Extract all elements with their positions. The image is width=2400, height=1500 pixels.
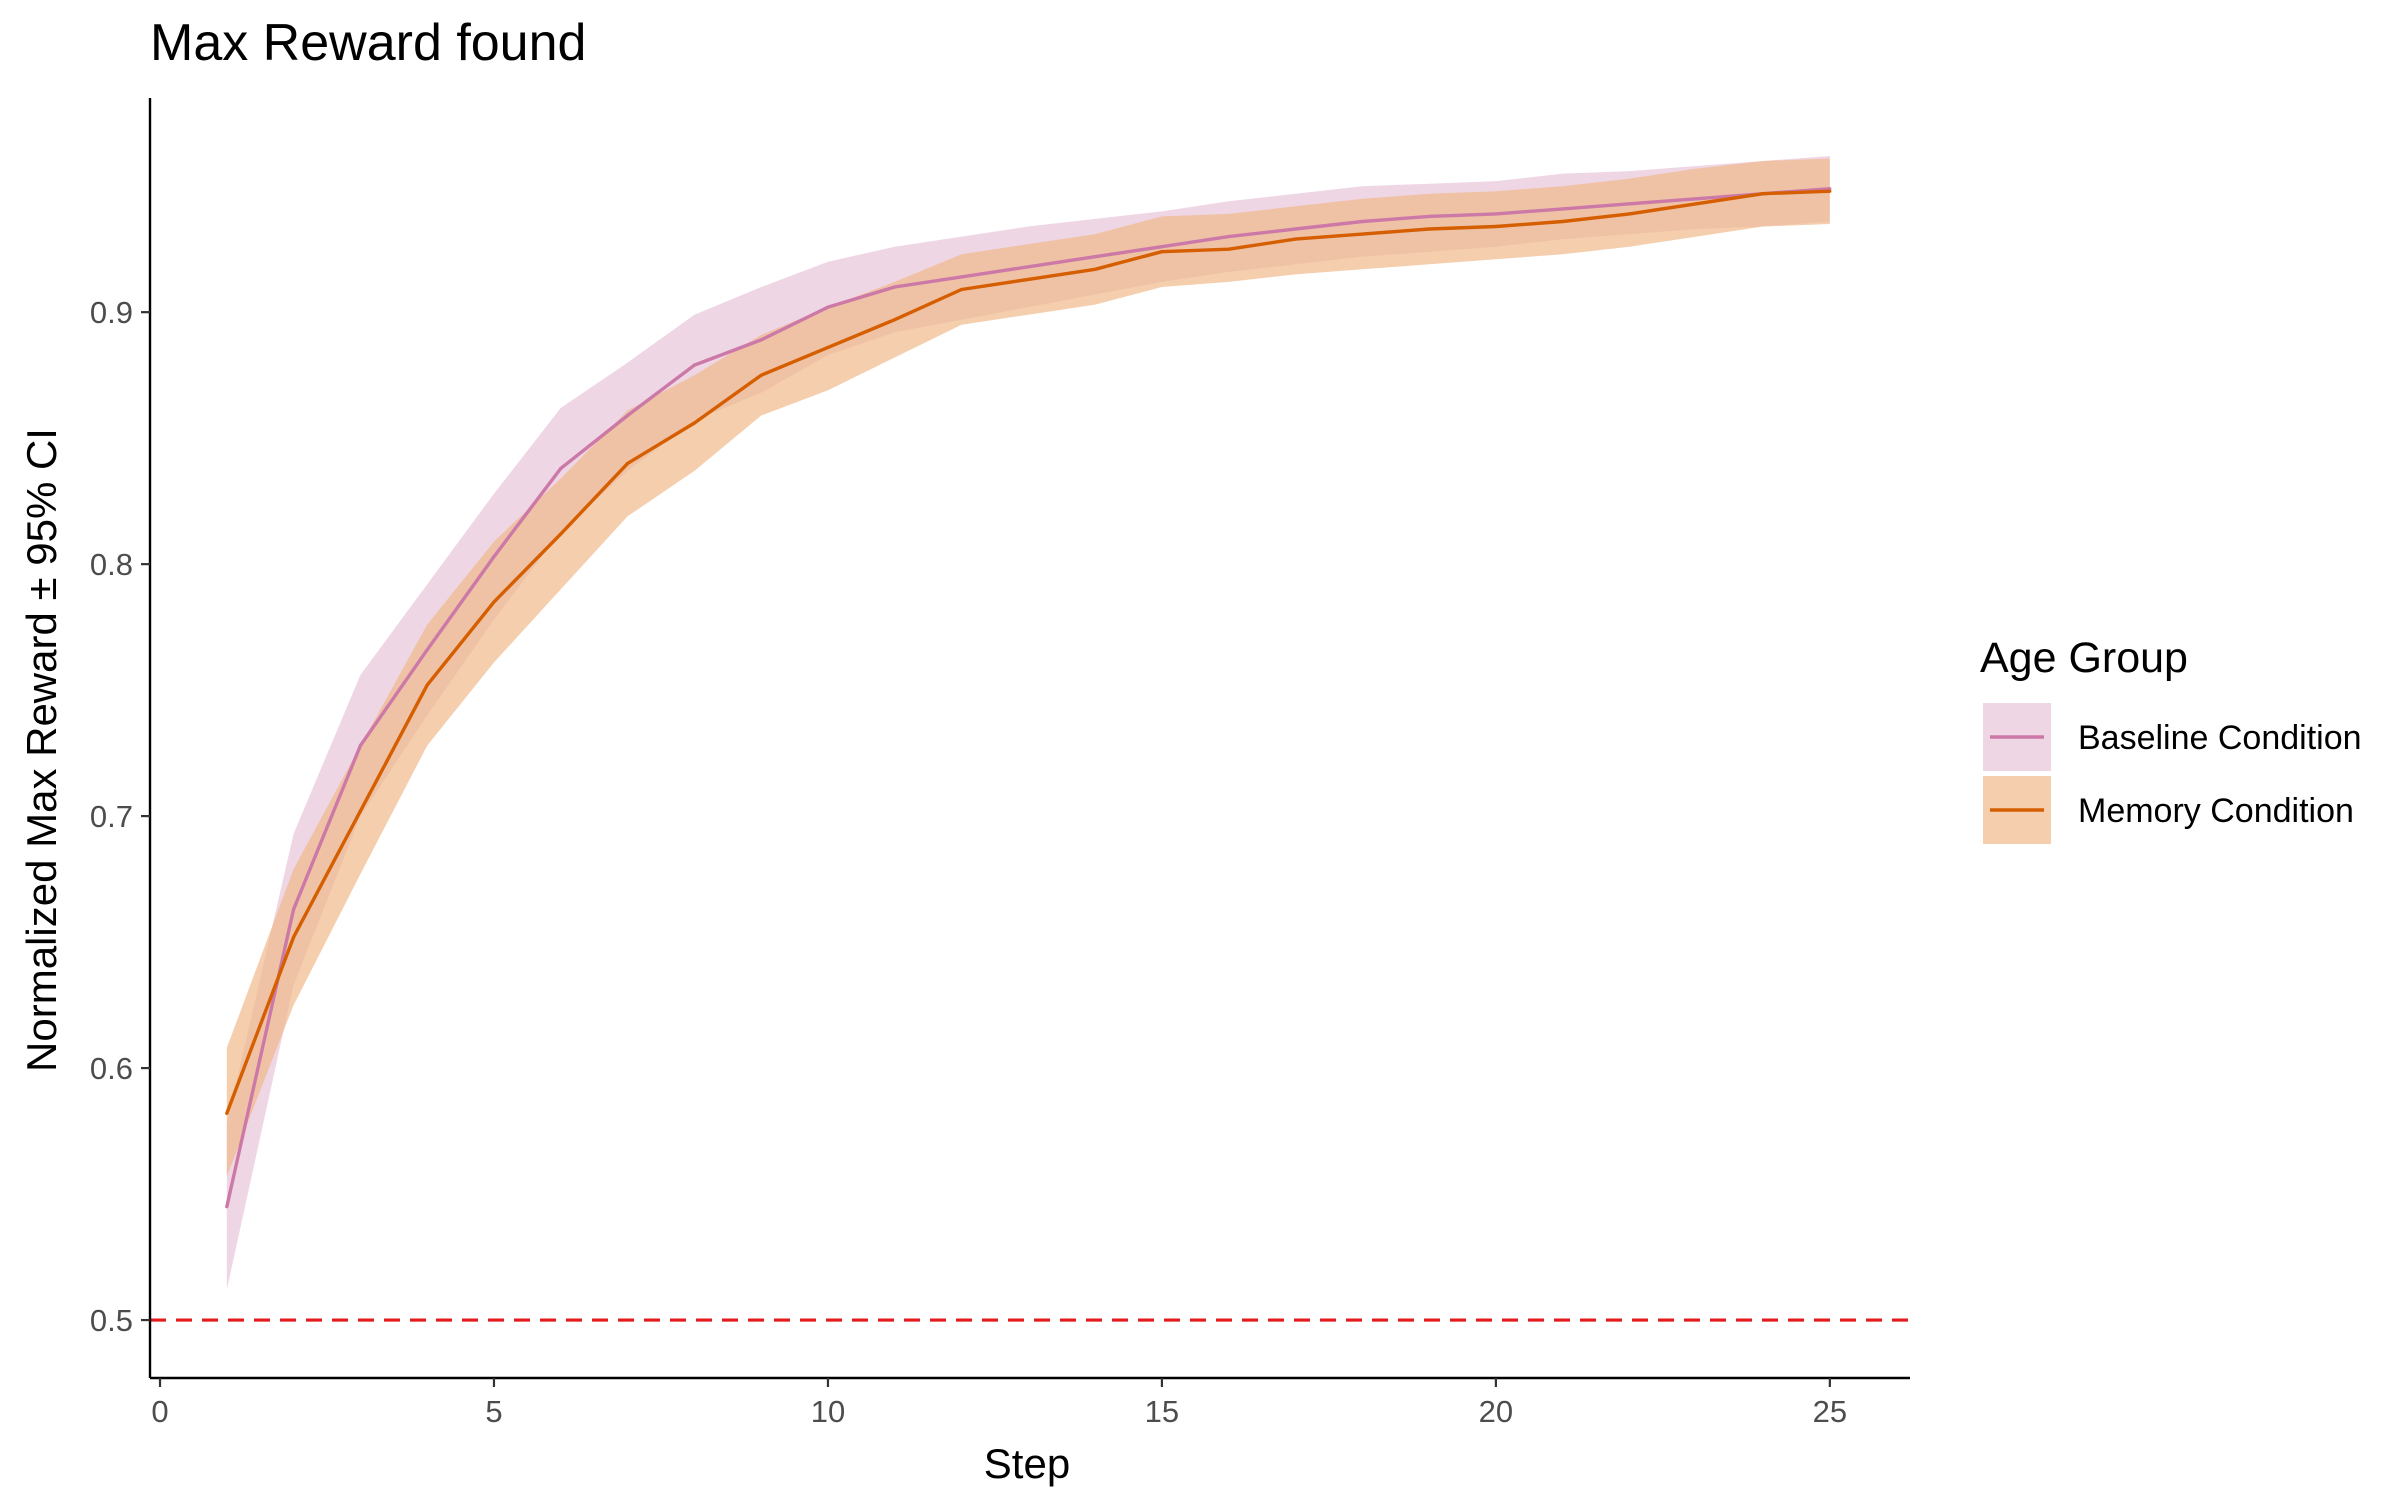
point-baseline-condition (1494, 212, 1498, 216)
point-baseline-condition (1561, 207, 1565, 211)
point-baseline-condition (959, 275, 964, 279)
point-memory-condition (225, 1111, 229, 1115)
point-memory-condition (1761, 192, 1765, 196)
point-baseline-condition (1694, 197, 1698, 201)
point-memory-condition (1227, 247, 1231, 251)
point-memory-condition (1694, 202, 1698, 206)
point-memory-condition (1293, 237, 1298, 241)
x-axis-title: Step (984, 1440, 1070, 1487)
point-memory-condition (759, 373, 763, 377)
point-memory-condition (1093, 267, 1097, 271)
point-baseline-condition (1227, 235, 1231, 239)
point-memory-condition (492, 600, 496, 604)
point-memory-condition (559, 532, 563, 536)
point-baseline-condition (893, 285, 897, 289)
point-memory-condition (1494, 224, 1498, 229)
plot-area (150, 156, 1910, 1322)
point-memory-condition (1427, 227, 1431, 231)
point-memory-condition (893, 318, 897, 322)
point-memory-condition (1828, 189, 1832, 193)
point-memory-condition (1360, 232, 1364, 236)
y-tick-label: 0.5 (90, 1303, 133, 1338)
point-memory-condition (1160, 250, 1164, 254)
point-baseline-condition (292, 907, 296, 911)
axes: 0.5 0.6 0.7 0.8 0.9 0 5 10 15 20 25 (90, 98, 1910, 1429)
point-memory-condition (425, 683, 429, 687)
point-baseline-condition (1360, 219, 1364, 224)
point-baseline-condition (692, 363, 697, 367)
y-axis-ticks: 0.5 0.6 0.7 0.8 0.9 (90, 295, 150, 1338)
x-axis-ticks: 0 5 10 15 20 25 (151, 1378, 1847, 1429)
point-baseline-condition (1427, 214, 1431, 218)
point-baseline-condition (492, 555, 496, 559)
point-baseline-condition (1627, 202, 1632, 206)
point-memory-condition (692, 421, 697, 425)
point-baseline-condition (826, 305, 830, 309)
confidence-bands (226, 156, 1830, 1290)
point-baseline-condition (759, 338, 763, 342)
point-baseline-condition (559, 466, 563, 470)
x-tick-label: 0 (151, 1394, 168, 1429)
point-baseline-condition (1828, 187, 1832, 191)
legend-label-memory-condition: Memory Condition (2078, 792, 2354, 830)
legend-items: Baseline Condition Memory Condition (1983, 703, 2362, 844)
x-tick-label: 5 (485, 1394, 502, 1429)
point-baseline-condition (626, 413, 630, 418)
point-baseline-condition (1160, 245, 1164, 249)
point-memory-condition (626, 461, 630, 465)
y-tick-label: 0.6 (90, 1051, 133, 1086)
y-tick-label: 0.8 (90, 547, 133, 582)
point-memory-condition (1026, 277, 1030, 281)
point-baseline-condition (358, 744, 362, 748)
point-memory-condition (358, 809, 362, 813)
point-baseline-condition (425, 648, 429, 652)
point-memory-condition (1561, 219, 1565, 224)
legend-title: Age Group (1980, 634, 2188, 682)
x-tick-label: 15 (1145, 1394, 1179, 1429)
series-lines (225, 187, 1832, 1209)
point-baseline-condition (1093, 255, 1097, 259)
legend-label-baseline-condition: Baseline Condition (2078, 719, 2362, 757)
point-baseline-condition (1026, 265, 1030, 269)
point-baseline-condition (1293, 227, 1298, 231)
x-tick-label: 20 (1479, 1394, 1513, 1429)
point-memory-condition (959, 287, 964, 292)
point-memory-condition (826, 345, 830, 349)
y-tick-label: 0.9 (90, 295, 133, 330)
point-memory-condition (1627, 212, 1632, 216)
y-axis-title: Normalized Max Reward ± 95% CI (18, 428, 65, 1072)
line-baseline-condition (225, 187, 1830, 1208)
band-baseline-condition (226, 156, 1830, 1290)
point-memory-condition (292, 935, 296, 939)
x-tick-label: 10 (811, 1394, 845, 1429)
chart-title: Max Reward found (150, 14, 586, 72)
legend: Age Group Baseline Condition Memory Condi… (1980, 634, 2362, 844)
x-tick-label: 25 (1813, 1394, 1847, 1429)
point-baseline-condition (225, 1205, 229, 1209)
y-tick-label: 0.7 (90, 799, 133, 834)
band-memory-condition (226, 158, 1830, 1177)
